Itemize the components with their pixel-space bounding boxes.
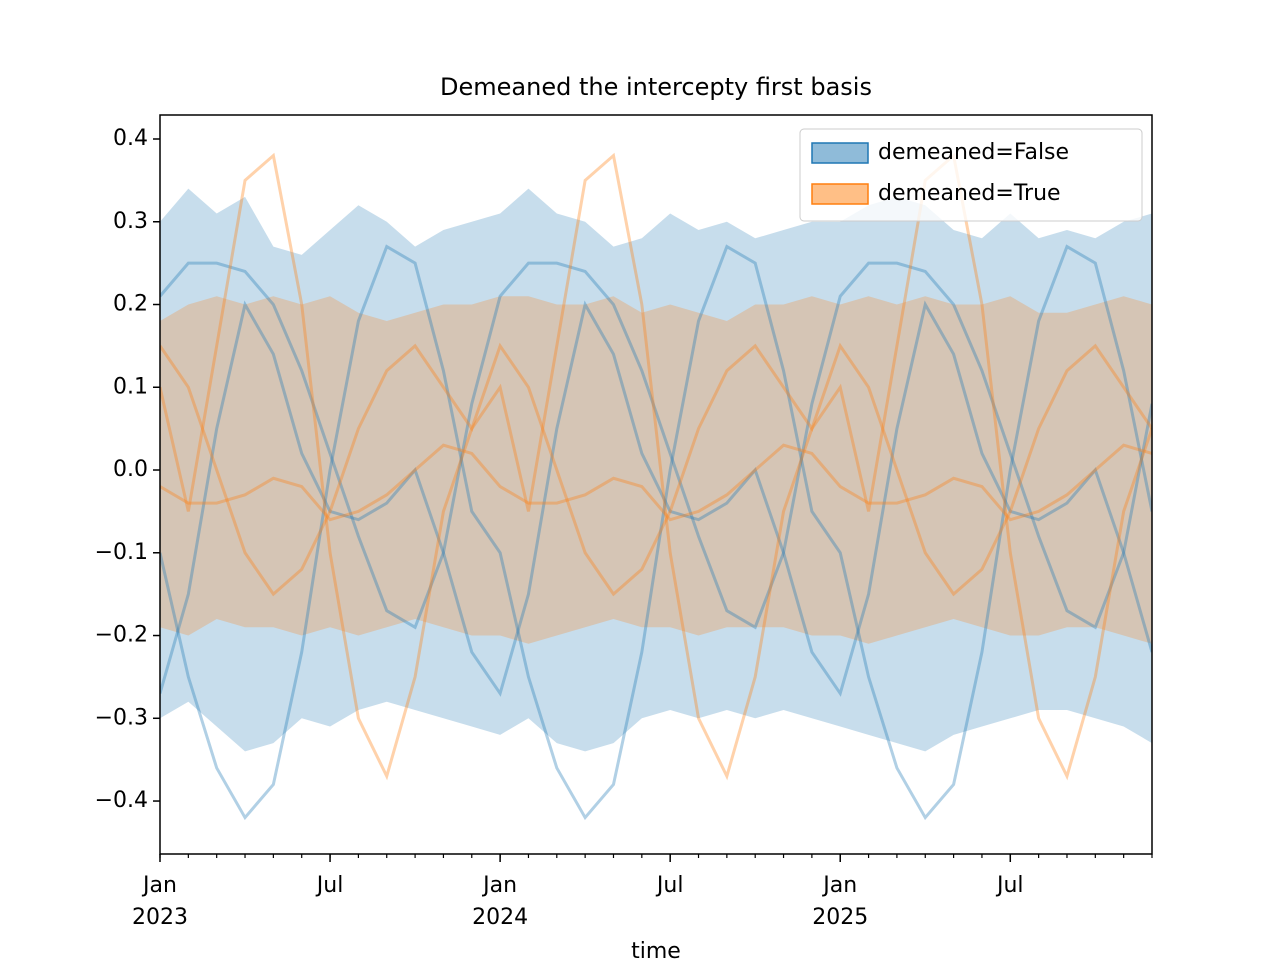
y-tick-label: −0.1 [95,540,148,565]
legend-label: demeaned=False [878,140,1069,165]
x-tick-label: 2024 [472,905,528,930]
x-axis-label: time [631,939,681,960]
sample-line [160,443,1152,522]
legend-label: demeaned=True [878,181,1061,206]
y-tick-label: 0.1 [113,374,148,399]
x-tick-label: Jan [481,873,517,898]
y-tick-label: −0.4 [95,788,148,813]
legend-box [799,128,1143,222]
y-tick-label: 0.4 [113,126,148,151]
band [160,188,1152,752]
sample-line [160,244,1152,821]
y-tick-label: 0.0 [113,457,148,482]
sample-line [160,261,1152,630]
legend-swatch [811,183,869,205]
y-tick-label: −0.3 [95,705,148,730]
chart-title: Demeaned the intercepty first basis [440,73,872,101]
y-tick-label: 0.3 [113,209,148,234]
plot-frame [159,114,1153,855]
x-tick-label: Jan [821,873,857,898]
x-tick-label: Jul [995,873,1024,898]
x-tick-label: Jul [655,873,684,898]
sample-line [160,342,1152,597]
x-tick-label: Jan [141,873,177,898]
legend-swatch [811,142,869,164]
y-tick-label: 0.2 [113,292,148,317]
band [160,296,1152,644]
x-tick-label: Jul [315,873,344,898]
sample-line [160,300,1152,697]
x-tick-label: 2025 [812,905,868,930]
x-tick-label: 2023 [132,905,188,930]
y-tick-label: −0.2 [95,623,148,648]
sample-line [160,152,1152,781]
